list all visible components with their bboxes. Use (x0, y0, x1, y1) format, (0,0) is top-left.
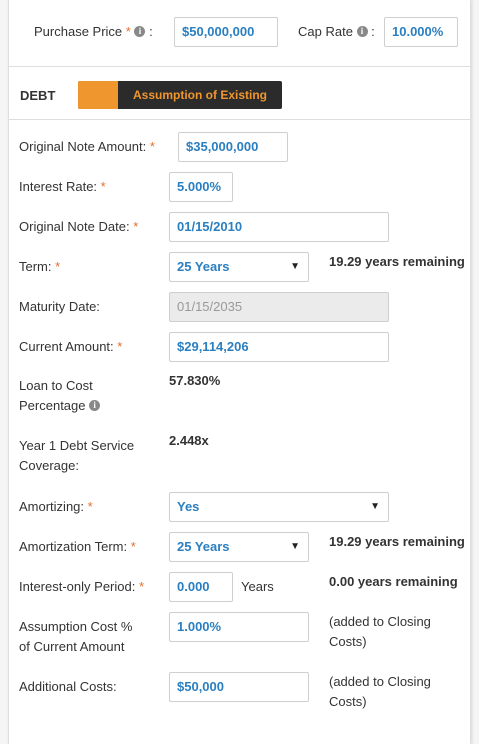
debt-service-coverage-label-group: Year 1 Debt Service Coverage: (19, 436, 134, 476)
original-note-date-input[interactable]: 01/15/2010 (169, 212, 389, 242)
original-note-amount-input[interactable]: $35,000,000 (178, 132, 288, 162)
amortization-term-select-value: 25 Years (177, 539, 230, 554)
purchase-price-input[interactable]: $50,000,000 (174, 17, 278, 47)
loan-to-cost-label-line2: Percentage (19, 398, 86, 413)
debt-type-toggle-label: Assumption of Existing (132, 88, 267, 102)
assumption-cost-input[interactable]: 1.000% (169, 612, 309, 642)
interest-rate-label-group: Interest Rate: * (19, 177, 106, 197)
purchase-price-label: Purchase Price (34, 24, 123, 39)
original-note-amount-label: Original Note Amount: (19, 139, 147, 154)
debt-service-coverage-label-line1: Year 1 Debt Service (19, 438, 135, 453)
cap-rate-label-group: Cap Rate i : (298, 22, 375, 42)
loan-to-cost-label-line1: Loan to Cost (19, 378, 93, 393)
current-amount-input[interactable]: $29,114,206 (169, 332, 389, 362)
loan-to-cost-value: 57.830% (169, 373, 221, 388)
chevron-down-icon: ▼ (290, 541, 300, 552)
debt-section-title: DEBT (20, 88, 56, 103)
required-marker: * (133, 219, 139, 234)
original-note-date-label-group: Original Note Date: * (19, 217, 138, 237)
amortizing-select-value: Yes (177, 499, 200, 514)
interest-only-period-label: Interest-only Period: (19, 579, 136, 594)
colon: : (149, 24, 153, 39)
cap-rate-input[interactable]: 10.000% (384, 17, 458, 47)
additional-costs-label: Additional Costs: (19, 679, 117, 694)
current-amount-label: Current Amount: (19, 339, 114, 354)
required-marker: * (149, 139, 155, 154)
debt-panel: Purchase Price * i : $50,000,000 Cap Rat… (8, 0, 471, 744)
debt-type-toggle[interactable]: Assumption of Existing (78, 81, 282, 109)
required-marker: * (130, 539, 136, 554)
term-label-group: Term: * (19, 257, 60, 277)
interest-rate-label: Interest Rate: (19, 179, 98, 194)
required-marker: * (100, 179, 106, 194)
interest-only-remaining-note: 0.00 years remaining (329, 574, 458, 589)
term-select-value: 25 Years (177, 259, 230, 274)
current-amount-label-group: Current Amount: * (19, 337, 122, 357)
amortization-term-label-group: Amortization Term: * (19, 537, 136, 557)
amortization-term-remaining-note: 19.29 years remaining (329, 534, 465, 549)
amortizing-label: Amortizing: (19, 499, 85, 514)
chevron-down-icon: ▼ (290, 261, 300, 272)
assumption-cost-note-line1: (added to Closing (329, 614, 431, 629)
required-marker: * (87, 499, 93, 514)
required-marker: * (125, 24, 131, 39)
assumption-cost-label-line2: of Current Amount (19, 639, 125, 654)
interest-only-period-label-group: Interest-only Period: * (19, 577, 144, 597)
divider (9, 66, 470, 67)
term-label: Term: (19, 259, 52, 274)
interest-rate-input[interactable]: 5.000% (169, 172, 233, 202)
loan-to-cost-label-group: Loan to Cost Percentage i (19, 376, 101, 416)
maturity-date-label: Maturity Date: (19, 299, 100, 314)
purchase-price-label-group: Purchase Price * i : (34, 22, 153, 42)
original-note-amount-label-group: Original Note Amount: * (19, 137, 155, 157)
original-note-date-label: Original Note Date: (19, 219, 130, 234)
interest-only-period-input[interactable]: 0.000 (169, 572, 233, 602)
additional-costs-input[interactable]: $50,000 (169, 672, 309, 702)
interest-only-period-unit: Years (241, 579, 274, 594)
debt-service-coverage-label-line2: Coverage: (19, 458, 79, 473)
assumption-cost-note-line2: Costs) (329, 634, 367, 649)
assumption-cost-label-line1: Assumption Cost % (19, 619, 133, 634)
chevron-down-icon: ▼ (370, 501, 380, 512)
term-select[interactable]: 25 Years ▼ (169, 252, 309, 282)
required-marker: * (138, 579, 145, 594)
amortizing-select[interactable]: Yes ▼ (169, 492, 389, 522)
toggle-knob[interactable] (78, 81, 118, 109)
info-icon[interactable]: i (134, 26, 146, 38)
maturity-date-input: 01/15/2035 (169, 292, 389, 322)
loan-to-cost-label-line2-group: Percentage i (19, 396, 101, 416)
info-icon[interactable]: i (356, 26, 368, 38)
assumption-cost-label-group: Assumption Cost % of Current Amount (19, 617, 132, 657)
colon: : (371, 24, 375, 39)
additional-costs-note-line2: Costs) (329, 694, 367, 709)
amortization-term-select[interactable]: 25 Years ▼ (169, 532, 309, 562)
assumption-cost-note: (added to Closing Costs) (329, 612, 431, 652)
cap-rate-label: Cap Rate (298, 24, 353, 39)
divider (9, 119, 470, 120)
required-marker: * (55, 259, 61, 274)
amortization-term-label: Amortization Term: (19, 539, 128, 554)
additional-costs-note-line1: (added to Closing (329, 674, 431, 689)
debt-service-coverage-value: 2.448x (169, 433, 209, 448)
required-marker: * (117, 339, 123, 354)
additional-costs-note: (added to Closing Costs) (329, 672, 431, 712)
term-remaining-note: 19.29 years remaining (329, 254, 465, 269)
info-icon[interactable]: i (89, 400, 101, 412)
amortizing-label-group: Amortizing: * (19, 497, 93, 517)
